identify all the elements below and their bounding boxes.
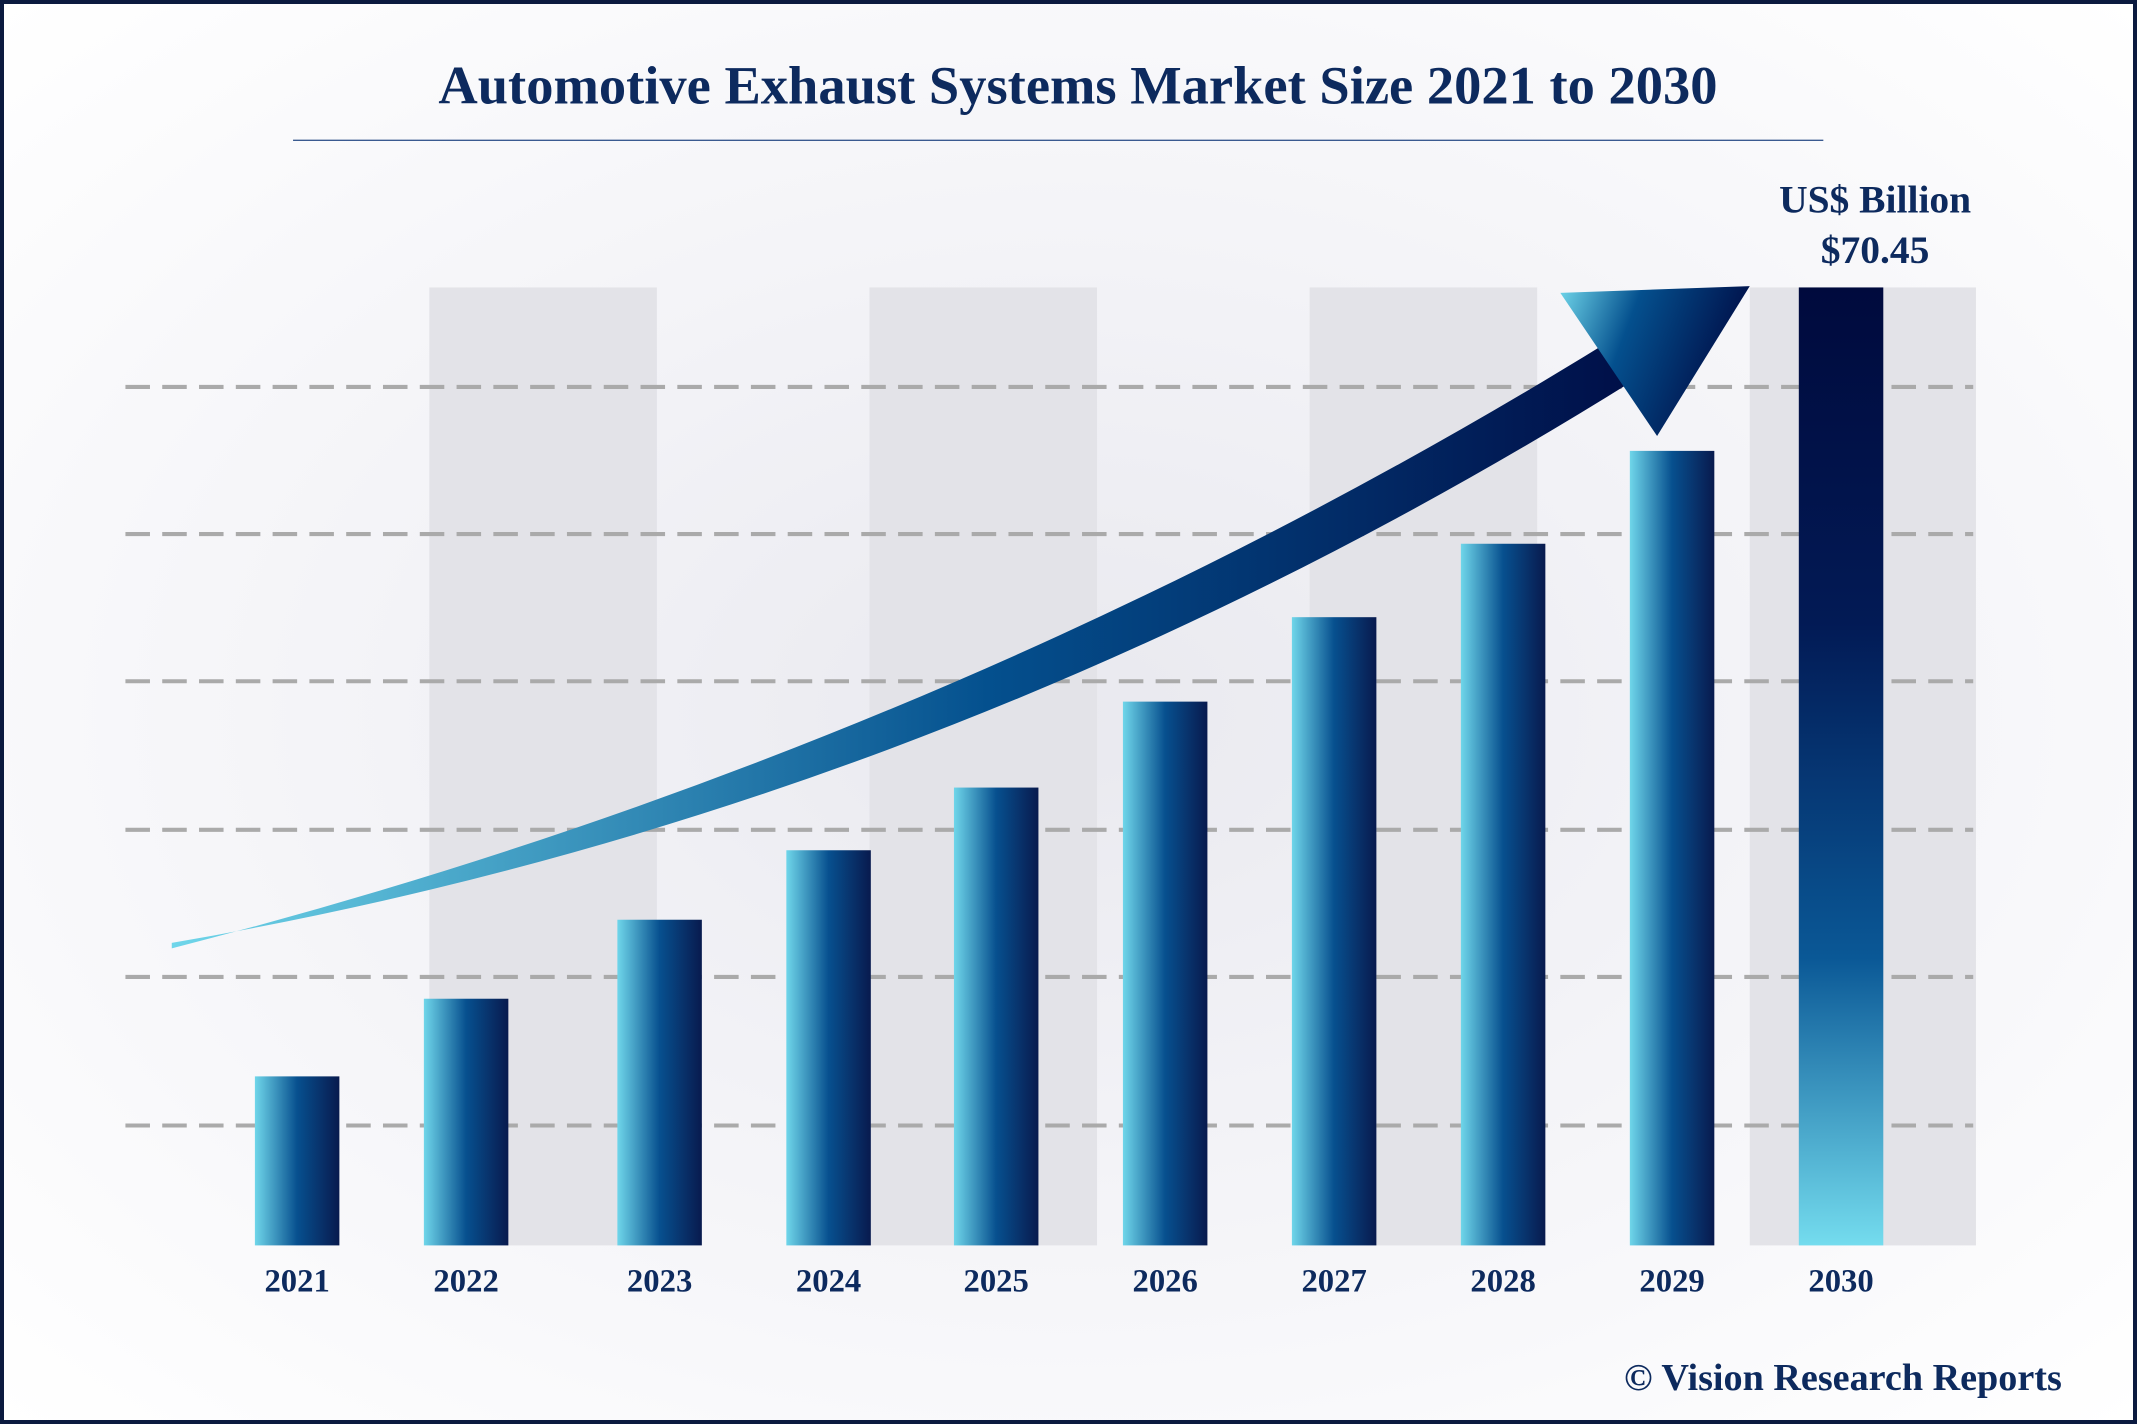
bar-2030	[1798, 287, 1884, 1246]
x-tick-label: 2030	[1808, 1264, 1873, 1300]
bar-2029	[1629, 450, 1715, 1246]
unit-label: US$ Billion	[1779, 177, 1971, 221]
x-tick-label: 2028	[1470, 1264, 1535, 1300]
x-tick-label: 2029	[1639, 1264, 1704, 1300]
copyright: © Vision Research Reports	[1624, 1357, 2062, 1399]
bar-chart: Automotive Exhaust Systems Market Size 2…	[125, 54, 2062, 1399]
bar-2022	[423, 998, 509, 1246]
trend-arrow	[171, 286, 1750, 949]
bar-2027	[1291, 617, 1377, 1246]
x-tick-label: 2024	[796, 1264, 861, 1300]
bar-2028	[1460, 543, 1546, 1246]
x-tick-label: 2021	[264, 1264, 329, 1300]
bar-2024	[786, 850, 871, 1246]
x-tick-label: 2025	[964, 1264, 1029, 1300]
x-tick-label: 2027	[1301, 1264, 1366, 1300]
bar-2023	[617, 919, 702, 1246]
bar-2025	[953, 787, 1039, 1246]
bar-2021	[254, 1076, 340, 1246]
highlight-value-label: $70.45	[1821, 228, 1930, 272]
bar-2026	[1122, 701, 1208, 1246]
x-tick-label: 2023	[627, 1264, 692, 1300]
x-tick-label: 2022	[433, 1264, 498, 1300]
x-tick-label: 2026	[1132, 1264, 1197, 1300]
chart-title: Automotive Exhaust Systems Market Size 2…	[438, 54, 1717, 115]
